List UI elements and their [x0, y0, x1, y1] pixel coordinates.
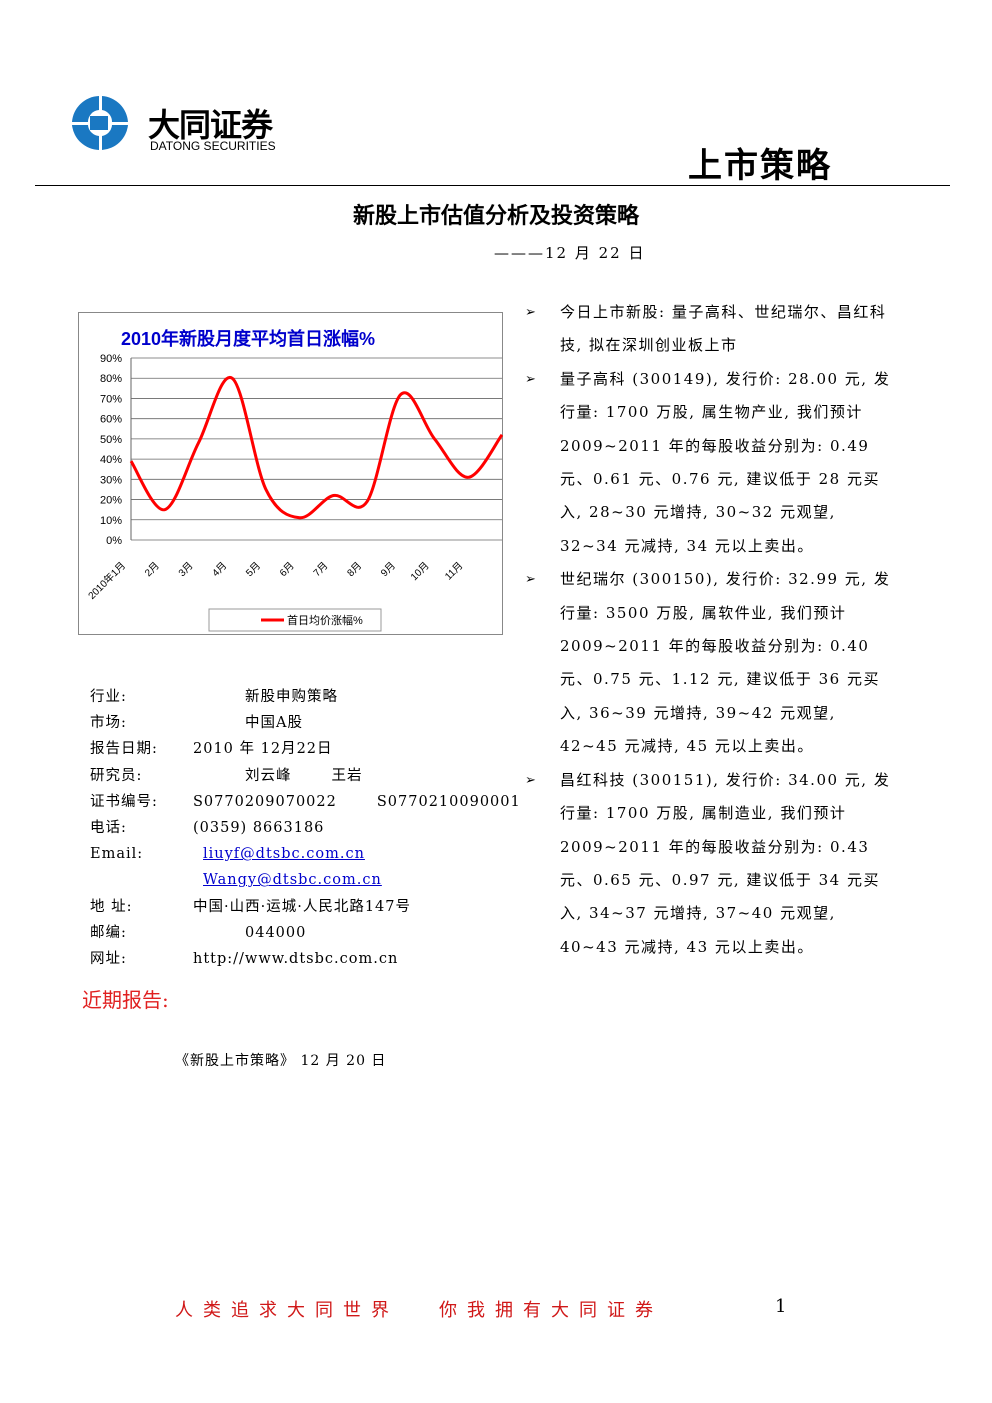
- y-tick-label: 90%: [100, 353, 122, 365]
- info-label: 电话:: [90, 820, 127, 837]
- page-number: 1: [775, 1296, 787, 1317]
- report-date: ———12 月 22 日: [494, 244, 646, 262]
- bullet-item: 量子高科 (300149), 发行价: 28.00 元, 发行量: 1700 万…: [525, 363, 895, 563]
- info-row: 电话: (0359) 8663186: [90, 815, 521, 841]
- info-label: 研究员:: [90, 767, 143, 784]
- info-row: 行业: 新股申购策略: [90, 684, 521, 710]
- info-value: (0359) 8663186: [193, 820, 325, 837]
- y-tick-label: 60%: [100, 414, 122, 426]
- info-row: 地 址: 中国·山西·运城·人民北路147号: [90, 894, 521, 920]
- info-value: 中国·山西·运城·人民北路147号: [193, 898, 412, 915]
- info-values: 中国·山西·运城·人民北路147号: [193, 894, 411, 920]
- info-values: liuyf@dtsbc.com.cn Wangy@dtsbc.com.cn: [203, 841, 382, 893]
- y-tick-label: 20%: [100, 495, 122, 507]
- info-values: S0770209070022 S0770210090001: [193, 789, 521, 815]
- bullet-item: 世纪瑞尔 (300150), 发行价: 32.99 元, 发行量: 3500 万…: [525, 563, 895, 763]
- company-name-en: DATONG SECURITIES: [150, 139, 276, 153]
- company-name: 大同证券: [148, 106, 273, 144]
- report-title: 新股上市估值分析及投资策略: [352, 203, 639, 229]
- series-line: [129, 376, 503, 520]
- bullet-item: 昌红科技 (300151), 发行价: 34.00 元, 发行量: 1700 万…: [525, 764, 895, 964]
- info-values: (0359) 8663186: [193, 815, 324, 841]
- recent-item: 《新股上市策略》 12 月 20 日: [175, 1053, 387, 1069]
- info-row: 研究员: 刘云峰 王岩: [90, 763, 521, 789]
- chart: 2010年新股月度平均首日涨幅% 0% 10% 20% 30% 40% 50% 60% 70%…: [78, 312, 503, 635]
- info-value: 新股申购策略: [245, 689, 338, 705]
- info-values: http://www.dtsbc.com.cn: [193, 946, 398, 972]
- info-label: Email:: [90, 846, 144, 863]
- chart-title: 2010年新股月度平均首日涨幅%: [121, 328, 375, 349]
- info-label: 报告日期:: [90, 741, 158, 758]
- info-label: 市场:: [90, 715, 127, 732]
- info-row: 邮编: 044000: [90, 920, 521, 946]
- y-tick-label: 40%: [100, 454, 122, 466]
- info-row: 报告日期: 2010 年 12月22日: [90, 736, 521, 762]
- info-value: 刘云峰: [245, 767, 292, 784]
- info-value: 中国A股: [245, 715, 303, 732]
- info-value: S0770209070022: [193, 793, 337, 810]
- info-label: 行业:: [90, 689, 127, 705]
- info-value: 王岩: [331, 767, 363, 784]
- info-row: 证书编号: S0770209070022 S0770210090001: [90, 789, 521, 815]
- info-label: 证书编号:: [90, 793, 158, 810]
- info-row: 网址: http://www.dtsbc.com.cn: [90, 946, 521, 972]
- info-table: 行业: 新股申购策略市场: 中国A股报告日期: 2010 年 12月22日研究员: 刘云…: [90, 684, 521, 972]
- legend-box: [208, 608, 382, 632]
- info-label: 网址:: [90, 951, 127, 968]
- info-value: 044000: [245, 924, 307, 941]
- info-values: 刘云峰 王岩: [245, 763, 363, 789]
- y-tick-label: 50%: [100, 434, 122, 446]
- y-tick-label: 0%: [106, 535, 122, 547]
- info-value: http://www.dtsbc.com.cn: [193, 951, 399, 968]
- y-tick-label: 80%: [100, 373, 122, 385]
- footer: 人类追求大同世界 你我拥有大同证券: [175, 1296, 703, 1322]
- info-label: 地 址:: [90, 898, 133, 915]
- info-values: 2010 年 12月22日: [193, 736, 333, 762]
- info-row: Email: liuyf@dtsbc.com.cn Wangy@dtsbc.com.…: [90, 841, 521, 893]
- recent-heading: 近期报告:: [82, 988, 169, 1012]
- bullet-list: 今日上市新股: 量子高科、世纪瑞尔、昌红科技, 拟在深圳创业板上市量子高科 (3…: [525, 296, 895, 964]
- report-kind: 上市策略: [688, 146, 832, 186]
- y-tick-label: 10%: [100, 515, 122, 527]
- info-values: 044000: [245, 920, 306, 946]
- bullet-item: 今日上市新股: 量子高科、世纪瑞尔、昌红科技, 拟在深圳创业板上市: [525, 296, 895, 363]
- slogan: 人类追求大同世界: [175, 1300, 399, 1321]
- email-link: Wangy@dtsbc.com.cn: [203, 872, 382, 889]
- slogan: 你我拥有大同证券: [439, 1300, 663, 1321]
- recent-list: 《新股上市策略》 12 月 20 日: [175, 1050, 386, 1070]
- info-values: 新股申购策略: [245, 684, 338, 710]
- y-tick-label: 70%: [100, 393, 122, 405]
- logo-icon: [72, 96, 128, 150]
- email-link: liuyf@dtsbc.com.cn: [203, 846, 365, 863]
- info-label: 邮编:: [90, 924, 127, 941]
- legend-label: 首日均价涨幅%: [287, 613, 363, 627]
- y-tick-label: 30%: [100, 474, 122, 486]
- info-row: 市场: 中国A股: [90, 710, 521, 736]
- info-value: S0770210090001: [376, 793, 521, 810]
- header-rule: [35, 185, 950, 186]
- chart-frame: [78, 312, 503, 635]
- info-value: 2010 年 12月22日: [193, 741, 333, 758]
- info-values: 中国A股: [245, 710, 303, 736]
